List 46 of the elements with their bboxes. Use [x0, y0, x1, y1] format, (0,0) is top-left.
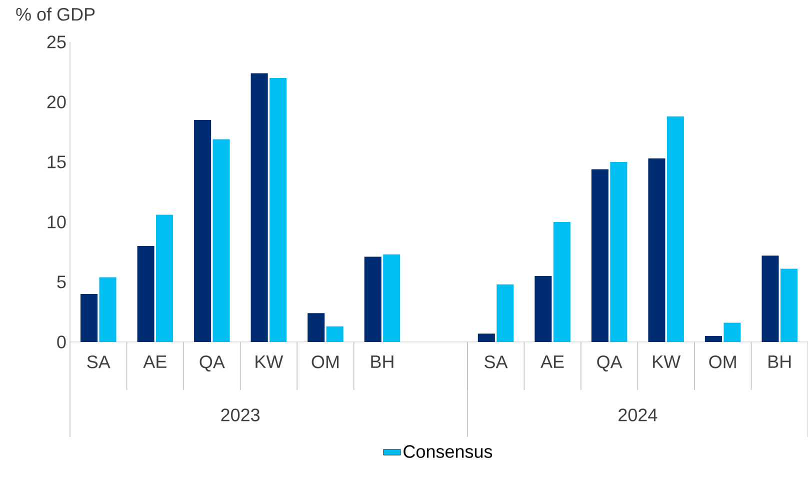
y-tick-label: 0 — [57, 336, 66, 348]
bar — [553, 222, 570, 342]
bar — [308, 313, 325, 342]
y-tick-label: 20 — [47, 96, 66, 108]
x-tick-label: BH — [768, 356, 791, 368]
bar — [591, 169, 608, 342]
bar — [212, 139, 230, 342]
y-tick-label: 25 — [47, 36, 66, 48]
bar — [648, 158, 666, 342]
x-tick-label: AE — [540, 356, 564, 368]
x-tick-label: QA — [597, 356, 622, 372]
bar — [383, 254, 400, 342]
y-tick-label: 15 — [48, 156, 66, 168]
x-tick-label: QA — [200, 356, 225, 372]
y-axis-title: % of GDP — [16, 8, 95, 21]
bar — [496, 284, 514, 342]
bar — [534, 276, 552, 342]
text: 2024 — [618, 408, 658, 422]
bar — [270, 78, 287, 342]
bar — [137, 246, 154, 342]
bar — [80, 294, 98, 342]
x-tick-label: KW — [256, 356, 284, 368]
y-tick-label: 5 — [57, 276, 66, 288]
x-tick-label: OM — [312, 356, 338, 368]
bar — [250, 73, 268, 342]
legend-label: Consensus — [404, 445, 492, 458]
bar — [762, 256, 779, 342]
bar — [704, 336, 722, 342]
bar — [666, 116, 684, 342]
bar — [194, 120, 212, 342]
bar — [99, 277, 116, 342]
bar — [156, 214, 174, 342]
x-tick-label: AE — [143, 356, 166, 368]
bar — [326, 326, 344, 342]
text: 2023 — [221, 408, 260, 422]
bar — [610, 162, 628, 342]
bar — [724, 322, 741, 342]
y-tick-label: 10 — [48, 216, 66, 228]
x-tick-label: KW — [653, 356, 681, 368]
bar — [478, 334, 495, 342]
x-tick-label: OM — [709, 356, 736, 368]
bar — [780, 268, 798, 342]
bar — [364, 256, 382, 342]
x-tick-label: BH — [371, 356, 394, 368]
x-tick-label: SA — [484, 356, 508, 368]
x-tick-label: SA — [87, 356, 110, 368]
